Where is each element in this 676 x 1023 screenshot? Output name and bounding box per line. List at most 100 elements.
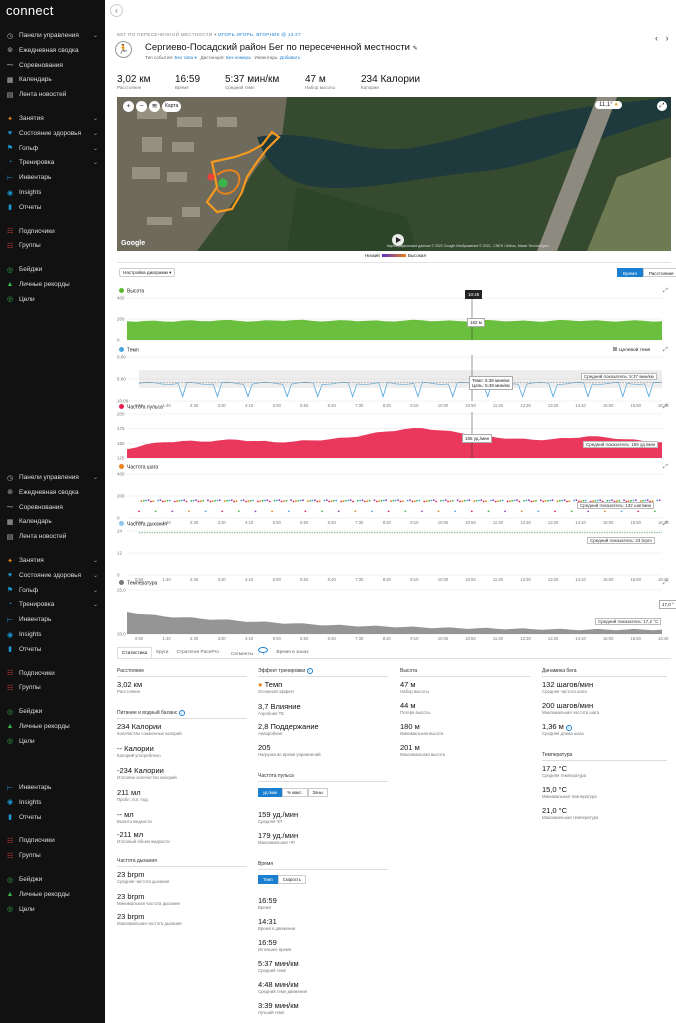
- chart-panel[interactable]: 400 200 0 10:46 182 м: [117, 290, 671, 348]
- sidebar-item-groups[interactable]: ☷ Группы: [0, 680, 105, 695]
- route-map[interactable]: + − ≋ Карта 11,1° ● ⤢ Google Картографич…: [117, 97, 671, 251]
- expand-chart-icon[interactable]: ⤢: [663, 347, 668, 353]
- hr-tab-zones[interactable]: Зоны: [307, 788, 328, 797]
- sidebar-item-goals[interactable]: ◎ Цели: [0, 292, 105, 307]
- sidebar-item-insights[interactable]: ◉ Insights: [0, 627, 105, 642]
- sidebar-item-badges[interactable]: ◎ Бейджи: [0, 704, 105, 719]
- sidebar-item-newsfeed[interactable]: ▤ Лента новостей: [0, 529, 105, 544]
- sidebar-item-dashboard[interactable]: ◷ Панели управления ⌄: [0, 470, 105, 485]
- cadence-point: [140, 500, 143, 503]
- tab-segments[interactable]: Сегменты i: [223, 647, 273, 658]
- chart-title[interactable]: Темп: [119, 347, 139, 354]
- sidebar-item-followers[interactable]: ☷ Подписчики: [0, 224, 105, 239]
- sidebar-item-gear-inventory[interactable]: ⊢ Инвентарь: [0, 612, 105, 627]
- sidebar-item-health[interactable]: ♥ Состояние здоровья ⌄: [0, 568, 105, 583]
- info-icon[interactable]: i: [306, 668, 313, 674]
- chart-title[interactable]: Температура: [119, 580, 157, 587]
- chart-panel[interactable]: 24 12 0 0:50 1:40 2:30 3:20 4:10 5:00 5:50 6:40 7:3…: [117, 529, 671, 583]
- zoom-out-icon[interactable]: −: [136, 101, 147, 112]
- sidebar-item-gear-inventory[interactable]: ⊢ Инвентарь: [0, 170, 105, 185]
- activity-title[interactable]: Сергиево-Посадский район Бег по пересече…: [145, 42, 418, 53]
- sidebar-item-groups[interactable]: ☷ Группы: [0, 848, 105, 863]
- weather-badge[interactable]: 11,1° ●: [595, 101, 622, 109]
- crumb-activity-type[interactable]: БЕГ ПО ПЕРЕСЕЧЕННОЙ МЕСТНОСТИ: [117, 32, 213, 37]
- sidebar-item-insights[interactable]: ◉ Insights: [0, 185, 105, 200]
- edit-pencil-icon[interactable]: ✎: [412, 46, 418, 52]
- chart-panel[interactable]: 200 175 150 125 Средний показатель: 159 уд./…: [117, 412, 671, 466]
- sidebar-item-reports[interactable]: ▮ Отчеты: [0, 642, 105, 657]
- sidebar-item-badges[interactable]: ◎ Бейджи: [0, 262, 105, 277]
- expand-chart-icon[interactable]: ⤢: [663, 580, 668, 586]
- tab-pacepro[interactable]: Стратегия PacePro: [176, 650, 219, 655]
- sidebar-item-groups[interactable]: ☷ Группы: [0, 238, 105, 253]
- chart-title[interactable]: Частота шага: [119, 464, 158, 471]
- chart-settings-dropdown[interactable]: Настройка диаграмм ▾: [119, 268, 175, 277]
- sidebar-item-goals[interactable]: ◎ Цели: [0, 902, 105, 917]
- chart-panel[interactable]: 400 200 0 0:50 1:40 2:30 3:20 4:10 5:00 5:50 6:40 7…: [117, 472, 671, 526]
- crumb-user[interactable]: ИГОРЬ ИГОРЬ, ВТОРНИК @ 13:27: [218, 32, 301, 37]
- sidebar-item-gear-inventory[interactable]: ⊢ Инвентарь: [0, 780, 105, 795]
- chart-title[interactable]: Высота: [119, 288, 144, 295]
- sidebar-item-badges[interactable]: ◎ Бейджи: [0, 872, 105, 887]
- sidebar-item-activities[interactable]: ✦ Занятия ⌄: [0, 111, 105, 126]
- toggle-distance[interactable]: Расстояние: [642, 268, 676, 277]
- sidebar-item-reports[interactable]: ▮ Отчеты: [0, 200, 105, 215]
- bib-link[interactable]: Без номера: [225, 55, 251, 60]
- sidebar-item-golf[interactable]: ⚑ Гольф ⌄: [0, 141, 105, 156]
- sidebar-item-summary[interactable]: ⊚ Ежедневная сводка: [0, 43, 105, 58]
- chart-panel[interactable]: 0:00 5:00 10:00 0:50 1:40 2:30 3:20 4:10 5:00 5:5…: [117, 347, 671, 409]
- sidebar-item-calendar[interactable]: ▦ Календарь: [0, 514, 105, 529]
- map-type-button[interactable]: Карта: [162, 101, 182, 112]
- sidebar-item-records[interactable]: ▲ Личные рекорды: [0, 277, 105, 292]
- sidebar-item-insights[interactable]: ◉ Insights: [0, 795, 105, 810]
- sidebar-item-records[interactable]: ▲ Личные рекорды: [0, 887, 105, 902]
- info-icon[interactable]: i: [565, 725, 572, 731]
- prev-activity-icon[interactable]: ‹: [655, 33, 658, 43]
- chart-panel[interactable]: 25,0 20,0 0:50 1:40 2:30 3:20 4:10 5:00 5:50 6:40…: [117, 588, 676, 642]
- info-icon[interactable]: i: [178, 710, 185, 716]
- brand-logo[interactable]: connect: [6, 3, 54, 18]
- zoom-in-icon[interactable]: +: [123, 101, 134, 112]
- add-gear-link[interactable]: Добавить: [279, 55, 301, 60]
- tab-laps[interactable]: Круги: [156, 650, 169, 655]
- sidebar-item-challenge[interactable]: ⁓ Соревнования: [0, 500, 105, 515]
- sidebar-item-health[interactable]: ♥ Состояние здоровья ⌄: [0, 126, 105, 141]
- tab-statistics[interactable]: Статистика: [117, 647, 153, 658]
- expand-chart-icon[interactable]: ⤢: [663, 404, 668, 410]
- sidebar-item-records[interactable]: ▲ Личные рекорды: [0, 719, 105, 734]
- hr-tab-bpm[interactable]: уд./мин: [258, 788, 283, 797]
- sidebar-item-golf[interactable]: ⚑ Гольф ⌄: [0, 583, 105, 598]
- time-tab-pace[interactable]: Темп: [258, 875, 278, 884]
- sidebar-item-training[interactable]: ◔ Тренировка ⌄: [0, 597, 105, 612]
- expand-chart-icon[interactable]: ⤢: [663, 464, 668, 470]
- sidebar-item-goals[interactable]: ◎ Цели: [0, 734, 105, 749]
- time-tab-speed[interactable]: Скорость: [277, 875, 306, 884]
- sidebar-item-followers[interactable]: ☷ Подписчики: [0, 666, 105, 681]
- toggle-time[interactable]: Время: [617, 268, 643, 277]
- target-pace-legend[interactable]: Целевой темп: [613, 347, 650, 353]
- chart-title[interactable]: Частота дыхания: [119, 521, 167, 528]
- sidebar-item-dashboard[interactable]: ◷ Панели управления ⌄: [0, 28, 105, 43]
- cadence-point: [383, 499, 385, 502]
- tab-time-in-zones[interactable]: Время в зонах: [276, 650, 309, 655]
- map-canvas[interactable]: [117, 97, 671, 251]
- sidebar-item-newsfeed[interactable]: ▤ Лента новостей: [0, 87, 105, 102]
- sidebar-item-activities[interactable]: ✦ Занятия ⌄: [0, 553, 105, 568]
- fullscreen-icon[interactable]: ⤢: [657, 101, 667, 111]
- x-tick-label: 15:00: [603, 403, 614, 408]
- event-type-select[interactable]: Без типа ▾: [174, 55, 197, 60]
- layers-icon[interactable]: ≋: [149, 101, 160, 112]
- sidebar-item-summary[interactable]: ⊚ Ежедневная сводка: [0, 485, 105, 500]
- sidebar-item-followers[interactable]: ☷ Подписчики: [0, 833, 105, 848]
- sidebar-item-reports[interactable]: ▮ Отчеты: [0, 810, 105, 825]
- next-activity-icon[interactable]: ›: [665, 33, 669, 43]
- sidebar-item-training[interactable]: ◔ Тренировка ⌄: [0, 155, 105, 170]
- sidebar-item-challenge[interactable]: ⁓ Соревнования: [0, 58, 105, 73]
- back-button[interactable]: ‹: [110, 4, 123, 17]
- chart-title[interactable]: Частота пульса: [119, 404, 163, 411]
- expand-chart-icon[interactable]: ⤢: [663, 288, 668, 294]
- cadence-point: [323, 499, 326, 502]
- hr-tab-percent[interactable]: % макс.: [282, 788, 308, 797]
- expand-chart-icon[interactable]: ⤢: [663, 521, 668, 527]
- sidebar-item-calendar[interactable]: ▦ Календарь: [0, 72, 105, 87]
